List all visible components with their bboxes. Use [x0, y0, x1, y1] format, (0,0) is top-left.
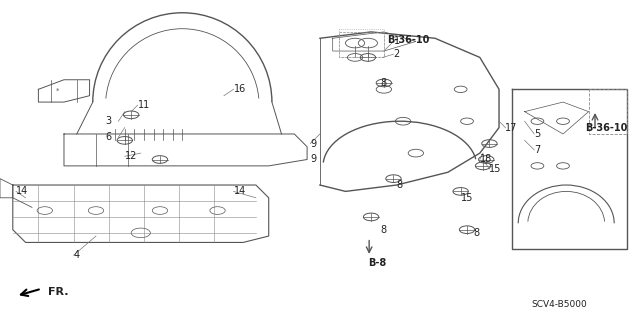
Text: FR.: FR. [48, 287, 68, 297]
Text: 15: 15 [490, 164, 502, 174]
Text: 8: 8 [474, 228, 479, 238]
Text: 16: 16 [234, 84, 246, 94]
Text: B-8: B-8 [368, 258, 386, 268]
Text: 9: 9 [310, 154, 316, 165]
Text: 12: 12 [125, 151, 137, 161]
Text: 7: 7 [534, 145, 540, 155]
Text: 4: 4 [74, 250, 80, 260]
Text: 1: 1 [394, 36, 399, 47]
Text: 15: 15 [461, 193, 473, 203]
Text: 9: 9 [310, 138, 316, 149]
Text: 8: 8 [381, 78, 387, 88]
Text: 14: 14 [234, 186, 246, 197]
Text: *: * [56, 88, 60, 94]
Text: 8: 8 [381, 225, 387, 235]
Text: B-36-10: B-36-10 [586, 122, 628, 133]
Text: 18: 18 [480, 154, 492, 165]
Text: 5: 5 [534, 129, 540, 139]
Text: B-36-10: B-36-10 [387, 35, 429, 45]
Text: 6: 6 [106, 132, 112, 142]
Text: SCV4-B5000: SCV4-B5000 [531, 300, 587, 309]
Text: 8: 8 [397, 180, 403, 190]
Text: 3: 3 [106, 116, 112, 126]
Text: 17: 17 [506, 122, 518, 133]
Text: 2: 2 [394, 49, 400, 59]
Text: 11: 11 [138, 100, 150, 110]
Text: 14: 14 [16, 186, 28, 197]
